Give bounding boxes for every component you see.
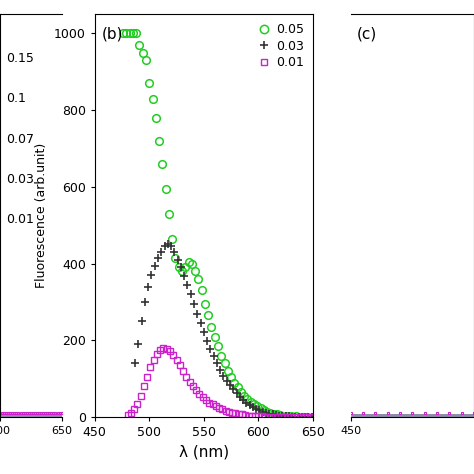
X-axis label: λ (nm): λ (nm) <box>179 445 229 460</box>
Text: 0.07: 0.07 <box>6 133 34 146</box>
Text: 0.15: 0.15 <box>6 52 34 65</box>
Text: 0.1: 0.1 <box>6 92 26 105</box>
Text: 0.01: 0.01 <box>6 213 34 226</box>
Text: (c): (c) <box>357 27 377 41</box>
Y-axis label: Fluorescence (arb.unit): Fluorescence (arb.unit) <box>36 143 48 288</box>
Text: 0.03: 0.03 <box>6 173 34 186</box>
Legend: 0.05, 0.03, 0.01: 0.05, 0.03, 0.01 <box>251 18 309 74</box>
Text: (b): (b) <box>101 27 123 41</box>
